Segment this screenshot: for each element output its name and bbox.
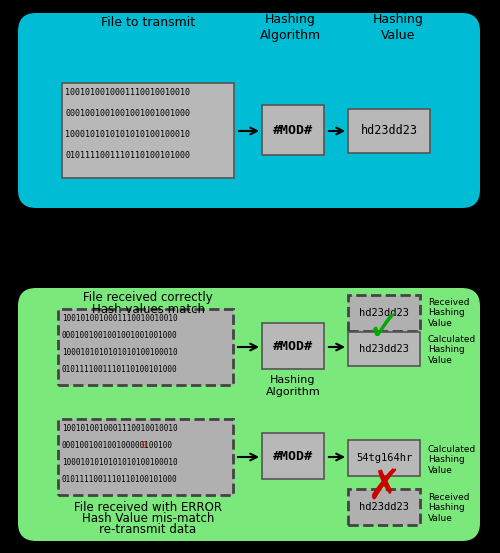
Bar (262, 323, 324, 369)
Bar (262, 105, 324, 155)
Text: hd23dd23: hd23dd23 (359, 344, 409, 354)
Text: 1000101010101010100100010: 1000101010101010100100010 (62, 348, 178, 357)
Text: Hashing
Algorithm: Hashing Algorithm (260, 13, 320, 42)
Text: hd23dd23: hd23dd23 (359, 308, 409, 318)
Text: File received with ERROR: File received with ERROR (74, 501, 222, 514)
Text: 000100100100100000100100: 000100100100100000100100 (62, 441, 173, 450)
Text: Hash Value mis-match: Hash Value mis-match (82, 512, 214, 525)
Text: hd23dd23: hd23dd23 (360, 124, 418, 138)
Text: ✗: ✗ (366, 467, 402, 509)
Text: 0101111001110110100101000: 0101111001110110100101000 (65, 151, 190, 160)
Text: 0101111001110110100101000: 0101111001110110100101000 (62, 475, 178, 484)
Text: ✓: ✓ (366, 307, 402, 349)
Text: Calculated
Hashing
Value: Calculated Hashing Value (428, 335, 476, 365)
Text: #MOD#: #MOD# (273, 340, 313, 352)
Text: Received
Hashing
Value: Received Hashing Value (428, 298, 470, 328)
Bar (58, 419, 233, 495)
FancyBboxPatch shape (18, 13, 480, 208)
Text: 1001010010001110010010010: 1001010010001110010010010 (62, 314, 178, 323)
Bar (62, 83, 234, 178)
Text: 0: 0 (141, 441, 146, 450)
Text: 1001010010001110010010010: 1001010010001110010010010 (62, 424, 178, 433)
Text: 0101111001110110100101000: 0101111001110110100101000 (62, 365, 178, 374)
Text: Hash values match: Hash values match (92, 303, 204, 316)
Text: Calculated
Hashing
Value: Calculated Hashing Value (428, 445, 476, 475)
Text: 0001001001001001001001000: 0001001001001001001001000 (62, 331, 178, 340)
Text: 0001001001001001001001000: 0001001001001001001001000 (65, 109, 190, 118)
Text: Hashing
Algorithm: Hashing Algorithm (266, 375, 320, 398)
Text: Received
Hashing
Value: Received Hashing Value (428, 493, 470, 523)
Text: Hashing
Value: Hashing Value (372, 13, 424, 42)
Bar (348, 295, 420, 331)
Bar (58, 309, 233, 385)
Bar (262, 433, 324, 479)
Bar (348, 109, 430, 153)
Bar (348, 489, 420, 525)
Text: 54tg164hr: 54tg164hr (356, 453, 412, 463)
Bar (348, 440, 420, 476)
FancyBboxPatch shape (18, 288, 480, 541)
Text: hd23dd23: hd23dd23 (359, 502, 409, 512)
Text: #MOD#: #MOD# (273, 123, 313, 137)
Text: File to transmit: File to transmit (101, 16, 195, 29)
Text: 1001010010001110010010010: 1001010010001110010010010 (65, 88, 190, 97)
Text: re-transmit data: re-transmit data (100, 523, 196, 536)
Text: #MOD#: #MOD# (273, 450, 313, 462)
Text: 1000101010101010100100010: 1000101010101010100100010 (62, 458, 178, 467)
Text: 1000101010101010100100010: 1000101010101010100100010 (65, 130, 190, 139)
Bar (348, 332, 420, 366)
Text: File received correctly: File received correctly (83, 291, 213, 304)
